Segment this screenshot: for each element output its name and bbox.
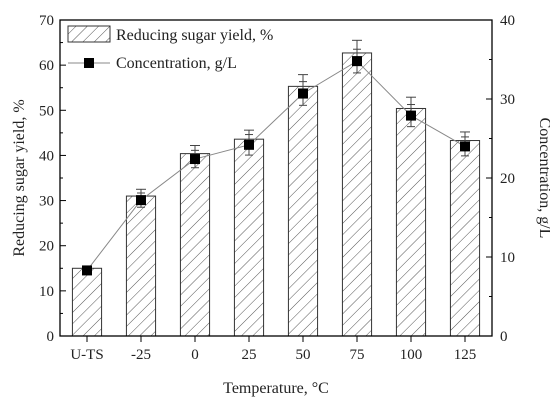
right-tick-label: 30 (500, 92, 515, 108)
bar-5 (341, 52, 373, 337)
bar-2 (179, 153, 211, 337)
left-tick-label: 20 (39, 239, 54, 255)
right-tick-label: 10 (500, 250, 515, 266)
bar-0 (71, 267, 103, 337)
point-0 (82, 265, 92, 276)
bar-6 (395, 107, 427, 337)
x-tick-label: U-TS (70, 347, 103, 363)
left-tick-label: 70 (39, 13, 54, 29)
left-tick-label: 60 (39, 58, 54, 74)
y-axis-left-title: Reducing sugar yield, % (11, 99, 28, 256)
legend-bar-swatch (67, 25, 111, 43)
x-axis-title: Temperature, °C (223, 380, 329, 397)
concentration-line (86, 60, 466, 271)
right-tick-label: 20 (500, 171, 515, 187)
legend-line-label: Concentration, g/L (116, 55, 237, 72)
legend-bar-label: Reducing sugar yield, % (116, 27, 273, 44)
bars-layer (71, 39, 481, 337)
x-tick-label: -25 (131, 347, 151, 363)
right-tick-label: 40 (500, 13, 515, 29)
bar-3 (233, 138, 265, 337)
x-tick-label: 75 (350, 347, 365, 363)
legend: Reducing sugar yield, % Concentration, g… (67, 25, 273, 72)
bar-7 (449, 140, 481, 337)
x-axis-ticks: U-TS -25 0 25 50 75 100 125 (70, 336, 476, 363)
right-axis-ticks: 0 10 20 30 40 (486, 13, 515, 345)
x-tick-label: 50 (296, 347, 311, 363)
left-tick-label: 30 (39, 194, 54, 210)
point-6 (406, 110, 416, 121)
point-5 (352, 56, 362, 67)
point-1 (136, 195, 146, 206)
point-7 (460, 141, 470, 152)
x-tick-label: 0 (191, 347, 199, 363)
bar-4 (287, 85, 319, 337)
right-tick-label: 0 (500, 329, 508, 345)
x-tick-label: 100 (400, 347, 423, 363)
left-tick-label: 40 (39, 148, 54, 164)
point-2 (190, 154, 200, 165)
line-layer (82, 48, 470, 276)
y-axis-right-title: Concentration, g/L (536, 118, 550, 239)
left-tick-label: 10 (39, 284, 54, 300)
x-tick-label: 25 (242, 347, 257, 363)
left-tick-label: 50 (39, 103, 54, 119)
left-axis-ticks: 0 10 20 30 40 50 60 70 (39, 13, 66, 345)
left-tick-label: 0 (47, 329, 55, 345)
legend-line-marker (84, 58, 94, 68)
point-4 (298, 88, 308, 99)
bar-1 (125, 195, 157, 337)
point-3 (244, 139, 254, 150)
x-tick-label: 125 (454, 347, 477, 363)
